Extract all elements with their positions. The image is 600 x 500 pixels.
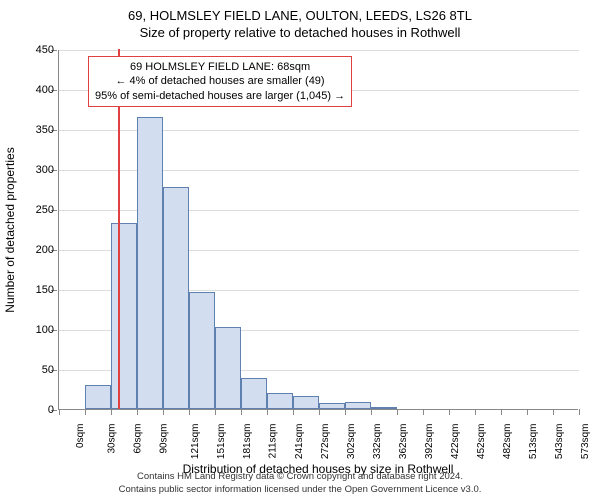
- x-tick: [449, 409, 450, 415]
- x-tick: [475, 409, 476, 415]
- histogram-bar: [215, 327, 241, 409]
- footer-line2: Contains public sector information licen…: [0, 484, 600, 496]
- x-tick-label: 332sqm: [372, 424, 383, 460]
- histogram-bar: [85, 385, 111, 409]
- x-tick: [189, 409, 190, 415]
- y-tick-label: 400: [14, 84, 54, 96]
- y-tick-label: 450: [14, 44, 54, 56]
- footer-attribution: Contains HM Land Registry data © Crown c…: [0, 471, 600, 496]
- x-tick: [163, 409, 164, 415]
- histogram-bar: [345, 402, 371, 409]
- y-tick-label: 250: [14, 204, 54, 216]
- histogram-bar: [111, 223, 137, 409]
- x-tick-label: 181sqm: [242, 424, 253, 460]
- x-tick: [267, 409, 268, 415]
- x-tick: [579, 409, 580, 415]
- property-info-box: 69 HOLMSLEY FIELD LANE: 68sqm ← 4% of de…: [88, 56, 352, 107]
- y-tick-label: 200: [14, 244, 54, 256]
- y-tick-label: 0: [14, 404, 54, 416]
- histogram-bar: [163, 187, 189, 409]
- infobox-line2: ← 4% of detached houses are smaller (49): [95, 74, 345, 88]
- x-tick-label: 422sqm: [450, 424, 461, 460]
- x-tick-label: 0sqm: [75, 424, 86, 448]
- histogram-bar: [137, 117, 163, 409]
- histogram-bar: [371, 407, 397, 409]
- x-tick: [241, 409, 242, 415]
- x-tick-label: 573sqm: [580, 424, 591, 460]
- x-tick: [293, 409, 294, 415]
- infobox-line3: 95% of semi-detached houses are larger (…: [95, 89, 345, 103]
- histogram-bar: [241, 378, 267, 409]
- x-tick-label: 452sqm: [476, 424, 487, 460]
- histogram-bar: [267, 393, 293, 409]
- y-tick-label: 300: [14, 164, 54, 176]
- histogram-bar: [189, 292, 215, 409]
- x-tick: [501, 409, 502, 415]
- x-tick: [397, 409, 398, 415]
- footer-line1: Contains HM Land Registry data © Crown c…: [0, 471, 600, 483]
- histogram-bar: [319, 403, 345, 409]
- x-tick: [137, 409, 138, 415]
- y-tick-label: 50: [14, 364, 54, 376]
- x-tick-label: 60sqm: [133, 424, 144, 454]
- chart-area: Number of detached properties Distributi…: [58, 50, 578, 410]
- x-tick: [423, 409, 424, 415]
- y-tick-label: 350: [14, 124, 54, 136]
- x-tick-label: 30sqm: [107, 424, 118, 454]
- x-tick: [111, 409, 112, 415]
- x-tick-label: 513sqm: [528, 424, 539, 460]
- x-tick-label: 482sqm: [502, 424, 513, 460]
- x-tick-label: 151sqm: [216, 424, 227, 460]
- x-tick-label: 211sqm: [267, 424, 278, 459]
- x-tick-label: 90sqm: [159, 424, 170, 454]
- x-tick: [553, 409, 554, 415]
- x-tick: [59, 409, 60, 415]
- x-tick-label: 241sqm: [294, 424, 305, 460]
- gridline: [59, 50, 579, 51]
- x-tick: [371, 409, 372, 415]
- chart-title-line1: 69, HOLMSLEY FIELD LANE, OULTON, LEEDS, …: [0, 0, 600, 23]
- x-tick-label: 121sqm: [190, 424, 201, 460]
- chart-title-line2: Size of property relative to detached ho…: [0, 23, 600, 40]
- x-tick-label: 362sqm: [398, 424, 409, 460]
- x-tick-label: 392sqm: [424, 424, 435, 460]
- x-tick-label: 272sqm: [320, 424, 331, 460]
- x-tick: [345, 409, 346, 415]
- infobox-line1: 69 HOLMSLEY FIELD LANE: 68sqm: [95, 60, 345, 74]
- x-tick: [215, 409, 216, 415]
- histogram-bar: [293, 396, 319, 409]
- x-tick-label: 543sqm: [554, 424, 565, 460]
- x-tick: [527, 409, 528, 415]
- x-tick-label: 302sqm: [346, 424, 357, 460]
- y-tick-label: 100: [14, 324, 54, 336]
- x-tick: [319, 409, 320, 415]
- x-tick: [85, 409, 86, 415]
- y-tick-label: 150: [14, 284, 54, 296]
